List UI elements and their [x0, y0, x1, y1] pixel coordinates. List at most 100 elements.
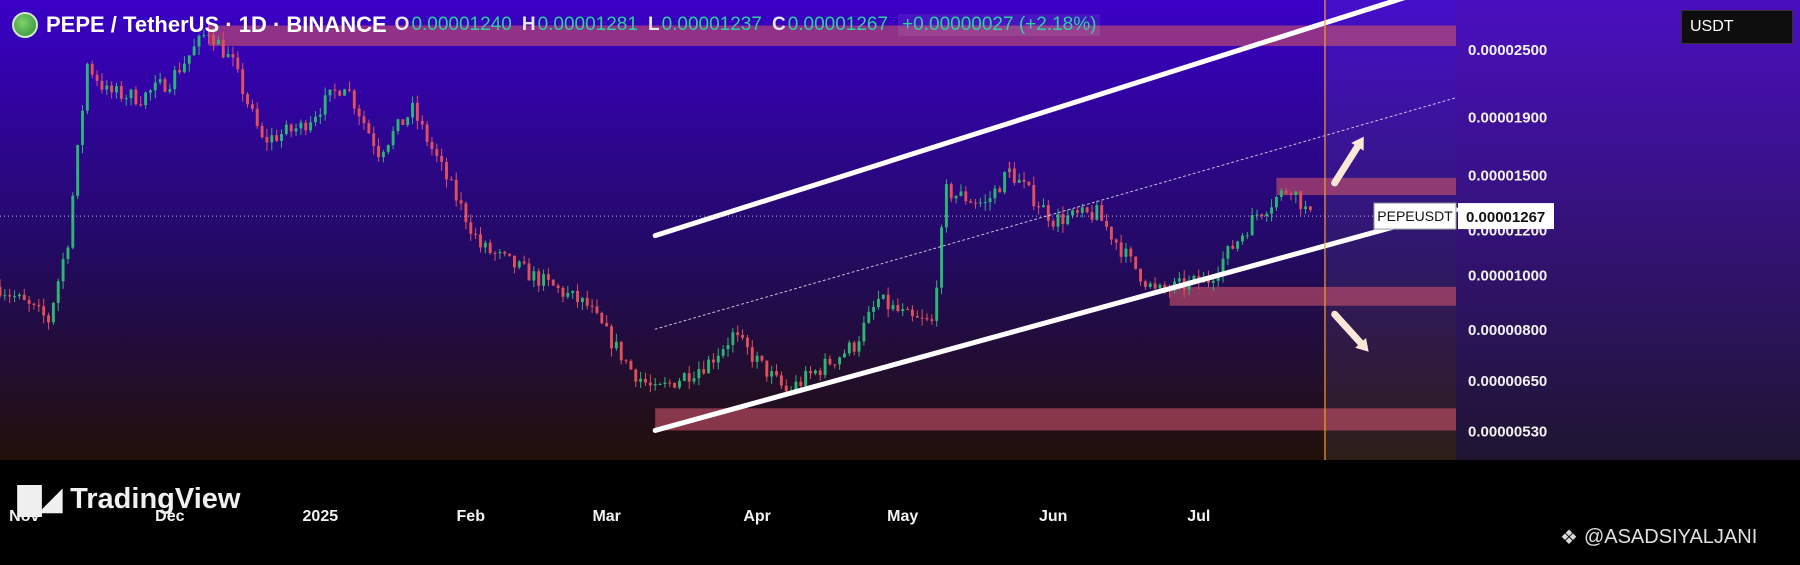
x-tick-label: Feb [457, 508, 486, 525]
candle [755, 351, 759, 369]
arrow-head [1355, 337, 1369, 352]
candle [420, 115, 424, 130]
candle-body [755, 355, 759, 362]
candle-body [678, 380, 681, 388]
candle [449, 176, 453, 181]
candle [42, 298, 46, 324]
last-price-label: 0.00001267 [1466, 209, 1545, 226]
candle-body [255, 108, 259, 127]
candle [1139, 268, 1142, 286]
candle-body [76, 145, 80, 196]
candle [372, 126, 376, 155]
candle-body [231, 54, 235, 58]
candle-body [56, 281, 60, 303]
y-tick-label: 0.00000800 [1468, 322, 1547, 339]
candle [610, 324, 613, 357]
candle [993, 185, 997, 204]
candle-body [818, 370, 822, 376]
y-tick-label: 0.00001500 [1468, 168, 1547, 185]
candle [265, 128, 269, 152]
candle-body [595, 306, 599, 313]
candle [81, 105, 84, 154]
candle-body [741, 335, 745, 338]
candle [692, 371, 696, 385]
candle [930, 314, 934, 325]
candle [954, 195, 958, 204]
currency-button[interactable]: USDT [1681, 10, 1793, 44]
candle [1245, 231, 1249, 240]
candle [1279, 188, 1283, 201]
candle-body [1284, 190, 1288, 194]
candle [935, 280, 939, 327]
candle [828, 355, 832, 366]
candle-body [828, 358, 832, 365]
x-tick-label: May [887, 508, 918, 525]
candle-body [784, 385, 788, 392]
candle [304, 120, 308, 136]
candle-body [449, 179, 453, 181]
candle [275, 129, 279, 143]
sr-zone-4 [655, 408, 1456, 431]
candle-body [1231, 245, 1235, 249]
candle [386, 144, 390, 155]
candle-body [1270, 207, 1274, 214]
symbol-title[interactable]: PEPE / TetherUS · 1D · BINANCE [46, 12, 387, 37]
candle-body [1095, 205, 1099, 220]
candle [590, 299, 594, 313]
candle [168, 83, 172, 94]
candle-body [1109, 226, 1113, 240]
candle-body [469, 222, 473, 234]
candle [1129, 246, 1133, 263]
candle [736, 325, 740, 342]
candle-body [600, 312, 604, 324]
candle [978, 197, 982, 207]
candle [474, 227, 478, 240]
candle [1032, 176, 1036, 211]
candle-body [736, 332, 740, 336]
candle-body [838, 357, 842, 365]
candle [910, 305, 914, 322]
candle [1003, 171, 1007, 195]
candle-body [716, 355, 720, 363]
candle-body [910, 309, 914, 317]
candle [1056, 208, 1060, 233]
candle [1143, 279, 1147, 290]
candle-body [459, 200, 463, 204]
candle [459, 192, 463, 211]
candle-body [163, 79, 167, 92]
candle-body [580, 297, 584, 303]
tradingview-logo[interactable]: ▇◢ TradingView [18, 482, 240, 517]
candle [8, 288, 12, 304]
candle [673, 382, 677, 389]
candle-body [197, 35, 201, 47]
tradingview-logo-text: TradingView [70, 483, 241, 515]
candle [483, 240, 487, 254]
candle-body [702, 369, 706, 374]
pepe-icon[interactable] [12, 12, 38, 38]
candle-body [192, 46, 196, 56]
y-tick-label: 0.00000650 [1468, 373, 1547, 390]
candle [857, 336, 861, 357]
candle [314, 111, 317, 127]
candle [813, 369, 817, 376]
candle-body [1143, 281, 1147, 287]
candle-body [289, 124, 293, 132]
candle [522, 255, 526, 265]
candle-body [236, 57, 240, 70]
candle-body [241, 69, 245, 95]
forecast-arrow-down [1331, 310, 1369, 352]
candle-body [1148, 283, 1152, 287]
y-tick-label: 0.00000530 [1468, 423, 1547, 440]
candle [1095, 200, 1099, 221]
low-value: 0.00001237 [661, 14, 762, 35]
candle-body [178, 69, 182, 73]
candle [1042, 198, 1045, 208]
candle [551, 278, 555, 286]
candle [381, 150, 385, 163]
candle-body [488, 242, 492, 254]
candle [1100, 200, 1104, 222]
candle [1226, 245, 1230, 266]
y-tick-label: 0.00001000 [1468, 267, 1547, 284]
candle-body [1075, 210, 1079, 213]
